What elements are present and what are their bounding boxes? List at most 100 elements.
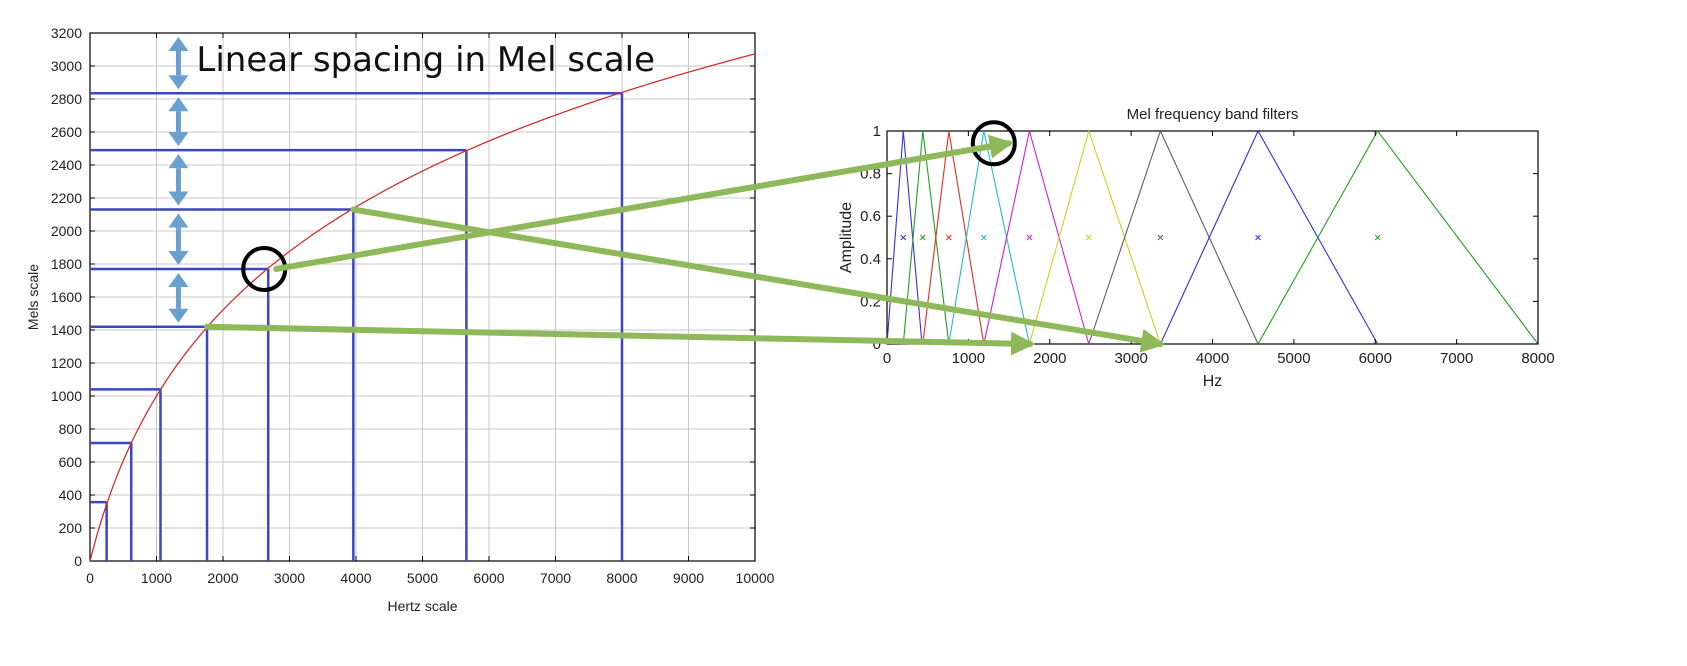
right-plot-frame <box>886 130 1539 345</box>
double-arrow-head-down <box>168 191 189 206</box>
right-y-tick-label: 0.6 <box>860 208 881 225</box>
double-arrows <box>168 37 189 323</box>
connector-arrow <box>350 206 1166 353</box>
mel-filterbank-chart: 0 1000 2000 3000 4000 5000 6000 7000 8000 00.20.… <box>838 106 1555 390</box>
marker-stroke <box>1085 234 1092 241</box>
left-y-tick-label: 3000 <box>51 58 82 74</box>
double-arrow-head-down <box>168 308 189 323</box>
double-arrow <box>168 154 189 206</box>
mel-guide-lines <box>90 91 624 561</box>
right-y-axis-label: Amplitude <box>838 202 855 273</box>
right-y-tick-label: 0 <box>873 336 881 353</box>
left-x-tick-labels: 0 1000 2000 3000 4000 5000 6000 7000 8000 9000 100… <box>86 570 775 586</box>
marker-stroke <box>980 234 987 241</box>
left-y-tick-label: 800 <box>59 421 83 437</box>
double-arrow <box>168 37 189 90</box>
left-x-tick-label: 7000 <box>540 570 571 586</box>
right-x-tick-label: 5000 <box>1277 350 1310 367</box>
connector-arrow <box>204 323 1036 356</box>
left-x-tick-label: 1000 <box>141 570 172 586</box>
left-x-tick-label: 9000 <box>673 570 704 586</box>
filter-triangle <box>1159 129 1379 345</box>
right-chart-title: Mel frequency band filters <box>1127 106 1299 123</box>
left-x-tick-label: 2000 <box>207 570 238 586</box>
left-x-tick-label: 0 <box>86 570 94 586</box>
double-arrow-head-down <box>168 250 189 265</box>
double-arrow <box>168 97 189 147</box>
mel-vs-hertz-chart: 0 1000 2000 3000 4000 5000 6000 7000 8000 9000 100… <box>25 25 775 614</box>
double-arrow-head-up <box>168 97 189 112</box>
left-x-tick-label: 6000 <box>473 570 504 586</box>
filter-triangle <box>902 130 950 345</box>
right-x-tick-label: 7000 <box>1440 350 1473 367</box>
filter-triangle <box>922 130 985 345</box>
filter-center-marker <box>1374 234 1381 241</box>
marker-stroke <box>919 234 926 241</box>
right-x-tick-label: 2000 <box>1033 350 1066 367</box>
filter-center-marker <box>980 234 987 241</box>
left-y-tick-label: 2600 <box>51 124 82 140</box>
marker-stroke <box>1255 234 1261 241</box>
left-y-tick-label: 2200 <box>51 190 82 206</box>
right-y-tick-labels: 00.20.40.60.81 <box>860 123 881 353</box>
linear-spacing-annotation: Linear spacing in Mel scale <box>196 40 655 80</box>
double-arrow-head-up <box>168 154 189 169</box>
filter-center-marker <box>919 234 926 241</box>
right-y-tick-label: 1 <box>873 123 881 140</box>
filter-triangle <box>1088 129 1259 345</box>
filter-center-marker <box>1157 234 1164 241</box>
right-x-tick-label: 4000 <box>1196 350 1229 367</box>
left-y-tick-label: 2400 <box>51 157 82 173</box>
marker-stroke <box>1026 234 1033 241</box>
filter-center-marker <box>900 234 907 241</box>
right-y-tick-label: 0.4 <box>860 251 881 268</box>
double-arrow-head-down <box>168 132 189 147</box>
filter-triangle <box>1028 129 1161 345</box>
marker-stroke <box>945 234 952 241</box>
double-arrow-head-down <box>168 75 189 90</box>
left-y-tick-label: 0 <box>74 553 82 569</box>
double-arrow-head-up <box>168 37 189 51</box>
left-grid <box>89 32 756 562</box>
left-y-tick-label: 3200 <box>51 25 82 41</box>
left-y-tick-label: 600 <box>59 454 83 470</box>
connector-arrows <box>204 134 1166 356</box>
left-x-tick-label: 3000 <box>274 570 305 586</box>
marker-stroke <box>900 234 907 241</box>
left-y-tick-label: 1000 <box>51 388 82 404</box>
filter-center-marker <box>1255 234 1261 241</box>
filter-center-marker <box>945 234 952 241</box>
left-x-tick-label: 10000 <box>736 570 775 586</box>
right-x-tick-label: 1000 <box>952 350 985 367</box>
left-x-axis-label: Hertz scale <box>387 598 457 614</box>
left-y-tick-label: 1600 <box>51 289 82 305</box>
filter-center-marker <box>1085 234 1092 241</box>
right-x-tick-label: 8000 <box>1521 350 1554 367</box>
left-y-tick-labels: 0 200 400 600 800 1000 1200 1400 1600 1800 2000 220… <box>51 25 82 569</box>
filter-triangle <box>983 130 1090 345</box>
left-y-tick-label: 1400 <box>51 322 82 338</box>
filter-triangle <box>886 130 923 345</box>
filter-triangle <box>948 130 1030 345</box>
left-y-tick-label: 2800 <box>51 91 82 107</box>
right-x-tick-label: 0 <box>883 350 891 367</box>
filter-center-marker <box>1026 234 1033 241</box>
left-x-tick-label: 4000 <box>340 570 371 586</box>
right-highlight-circle <box>970 120 1017 167</box>
right-x-tick-label: 6000 <box>1359 350 1392 367</box>
filter-triangles <box>886 129 1539 345</box>
right-x-tick-label: 3000 <box>1114 350 1147 367</box>
left-y-tick-label: 400 <box>59 487 83 503</box>
filter-triangle <box>1257 129 1539 345</box>
left-y-tick-label: 1800 <box>51 256 82 272</box>
right-x-axis-label: Hz <box>1203 373 1223 390</box>
double-arrow-head-up <box>168 213 189 228</box>
marker-stroke <box>1157 234 1164 241</box>
marker-stroke <box>1374 234 1381 241</box>
left-y-tick-label: 1200 <box>51 355 82 371</box>
connector-arrow <box>273 134 1014 272</box>
double-arrow-head-up <box>168 272 189 287</box>
left-y-axis-label: Mels scale <box>25 264 41 330</box>
left-y-tick-label: 200 <box>59 520 83 536</box>
